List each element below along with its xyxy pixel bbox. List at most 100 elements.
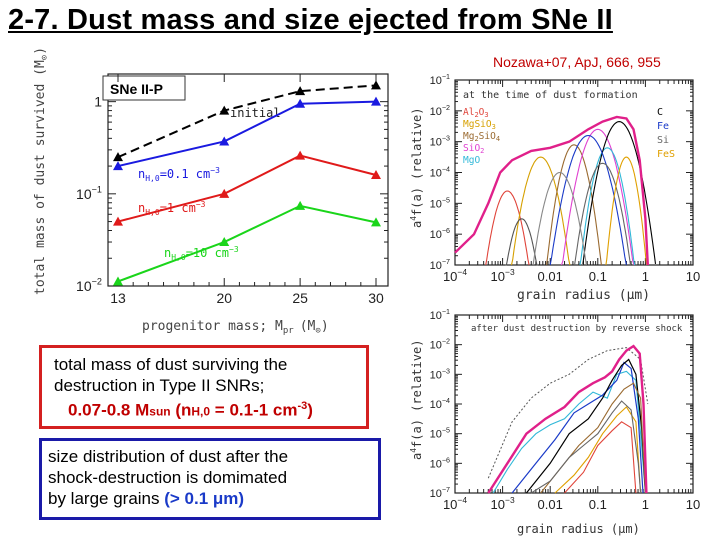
- xtick-label: 10−3: [491, 267, 515, 284]
- data-point: [371, 96, 381, 106]
- ytick-label: 10−6: [430, 227, 450, 241]
- survived-mass-note: total mass of dust surviving the destruc…: [39, 345, 369, 429]
- data-point: [219, 188, 230, 198]
- xtick-label: 0.1: [589, 269, 607, 284]
- ytick-label: 10−6: [430, 456, 450, 470]
- species-curve: [554, 406, 642, 494]
- data-point: [219, 237, 230, 247]
- series-label-3: nH,0=10 cm−3: [164, 245, 239, 262]
- legend-item: Si: [657, 135, 669, 146]
- xtick-label: 10: [686, 269, 700, 284]
- note2-line1: size distribution of dust after the: [48, 447, 289, 466]
- data-point: [371, 80, 381, 90]
- data-point: [295, 86, 306, 96]
- left-ytick-label: 10−2: [76, 277, 102, 294]
- initial-dotted-curve: [487, 347, 649, 479]
- left-plot-frame: [107, 73, 389, 287]
- ytick-label: 10−4: [430, 397, 450, 411]
- series-line-0: [117, 84, 377, 159]
- slide-title: 2-7. Dust mass and size ejected from SNe…: [8, 4, 613, 36]
- species-curve: [574, 162, 632, 266]
- ytick-label: 10−2: [430, 104, 450, 118]
- data-point: [295, 98, 306, 108]
- size-distribution-note: size distribution of dust after the shoc…: [39, 438, 381, 520]
- species-curve: [579, 147, 636, 266]
- data-point: [295, 200, 306, 210]
- citation: Nozawa+07, ApJ, 666, 955: [493, 54, 661, 70]
- total-curve: [487, 344, 648, 494]
- legend-item: C: [657, 107, 663, 118]
- xtick-label: 10−4: [443, 267, 467, 284]
- note1-line1: total mass of dust surviving the: [54, 355, 288, 374]
- survived-mass-chart: SNe II-P total mass of dust survived (M⊙…: [33, 47, 389, 336]
- xtick-label: 0.01: [538, 497, 563, 512]
- ytick-label: 10−5: [430, 427, 450, 441]
- rt-annotation: at the time of dust formation: [463, 90, 638, 101]
- rt-ylabel: a4f(a) (relative): [409, 108, 424, 228]
- species-curve: [560, 128, 635, 266]
- species-curve: [605, 156, 648, 266]
- left-ytick-label: 1: [94, 94, 102, 110]
- data-point: [295, 150, 306, 160]
- note2-line3: by large grains (> 0.1 μm): [48, 489, 245, 508]
- left-ylabel: total mass of dust survived (M⊙): [33, 47, 50, 295]
- legend-item: MgSiO3: [463, 119, 496, 131]
- left-xtick-label: 13: [110, 290, 126, 306]
- left-xtick-label: 25: [292, 290, 308, 306]
- xtick-label: 10: [686, 497, 700, 512]
- xtick-label: 10−4: [443, 495, 467, 512]
- ytick-label: 10−5: [430, 196, 450, 210]
- xtick-label: 0.01: [538, 269, 563, 284]
- total-curve: [454, 115, 649, 266]
- data-point: [219, 136, 230, 146]
- species-curve: [525, 358, 646, 494]
- species-curve: [532, 171, 587, 266]
- legend-item: Fe: [657, 121, 669, 132]
- xtick-label: 1: [642, 497, 649, 512]
- data-point: [113, 161, 123, 171]
- left-xlabel: progenitor mass; Mpr (M⊙): [142, 319, 329, 336]
- note2-line2: shock-destruction is domimated: [48, 468, 288, 487]
- xtick-label: 1: [642, 269, 649, 284]
- panel-label: SNe II-P: [110, 81, 163, 97]
- ytick-label: 10−4: [430, 166, 450, 180]
- xtick-label: 0.1: [589, 497, 607, 512]
- species-curve: [582, 121, 657, 264]
- species-curve: [549, 134, 627, 266]
- series-line-3: [117, 204, 377, 283]
- ytick-label: 10−2: [430, 338, 450, 352]
- species-curve: [505, 218, 538, 266]
- data-point: [113, 216, 123, 226]
- ytick-label: 10−1: [430, 73, 450, 87]
- species-curve: [564, 421, 637, 494]
- species-curve: [530, 400, 642, 494]
- species-curve: [485, 190, 530, 266]
- legend-item: Mg2SiO4: [463, 131, 500, 143]
- size-distribution-formation-chart: at the time of dust formation a4f(a) (re…: [409, 73, 700, 303]
- series-line-2: [117, 154, 377, 223]
- rb-plot-frame: [454, 314, 694, 494]
- data-point: [371, 217, 381, 227]
- rb-ylabel: a4f(a) (relative): [409, 340, 424, 460]
- left-ytick-label: 10−1: [76, 185, 102, 202]
- series-line-1: [117, 100, 377, 168]
- species-curve: [492, 370, 646, 494]
- ytick-label: 10−7: [430, 486, 450, 500]
- legend-item: SiO2: [463, 143, 484, 155]
- data-point: [219, 105, 230, 115]
- species-curve: [546, 144, 602, 266]
- panel-label-box: [102, 75, 186, 101]
- rb-xlabel: grain radius (μm): [517, 522, 640, 536]
- species-curve: [511, 361, 644, 494]
- data-point: [371, 170, 381, 180]
- size-distribution-destruction-chart: after dust destruction by reverse shock …: [409, 308, 700, 536]
- ytick-label: 10−1: [430, 308, 450, 322]
- ytick-label: 10−3: [430, 135, 450, 149]
- series-label-1: nH,0=0.1 cm−3: [138, 166, 220, 183]
- rt-xlabel: grain radius (μm): [517, 288, 650, 303]
- left-xtick-label: 20: [216, 290, 232, 306]
- data-point: [113, 152, 123, 162]
- note1-highlight: 0.07-0.8 Msun (nH,0 = 0.1-1 cm-3): [68, 400, 313, 420]
- series-label-0: initial: [230, 106, 281, 120]
- data-point: [113, 276, 123, 286]
